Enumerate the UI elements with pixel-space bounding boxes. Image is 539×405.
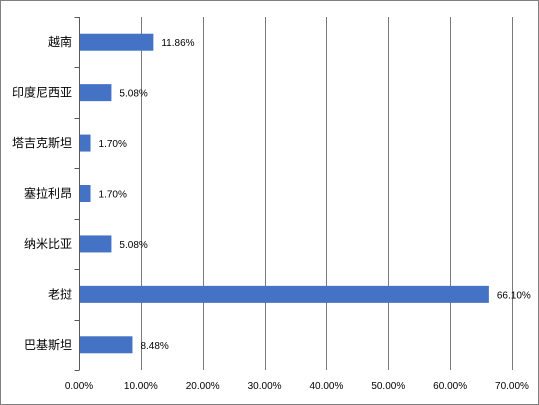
- data-label: 5.08%: [119, 240, 147, 251]
- bar: [80, 336, 133, 354]
- category-label: 纳米比亚: [24, 237, 72, 251]
- x-tick-label: 30.00%: [248, 381, 282, 392]
- data-label: 5.08%: [119, 89, 147, 100]
- bar: [80, 33, 154, 51]
- x-tick-label: 50.00%: [371, 381, 405, 392]
- category-label: 塞拉利昂: [24, 186, 72, 201]
- x-tick-label: 10.00%: [124, 381, 158, 392]
- data-label: 1.70%: [99, 190, 127, 201]
- category-label: 越南: [48, 34, 72, 49]
- bar: [80, 235, 112, 253]
- x-tick-label: 70.00%: [495, 381, 529, 392]
- category-label: 塔吉克斯坦: [12, 136, 72, 150]
- bar: [80, 134, 91, 152]
- x-tick-label: 20.00%: [186, 381, 220, 392]
- x-tick-label: 60.00%: [433, 381, 467, 392]
- bar: [80, 185, 91, 202]
- category-label: 老挝: [48, 287, 72, 301]
- x-tick-label: 0.00%: [65, 381, 93, 392]
- data-label: 66.10%: [497, 290, 531, 301]
- bars: [80, 33, 489, 354]
- data-label: 1.70%: [99, 139, 127, 150]
- category-label: 印度尼西亚: [12, 85, 72, 100]
- data-label: 11.86%: [161, 38, 194, 49]
- axes: [74, 17, 80, 371]
- bar: [80, 285, 489, 303]
- labels: 0.00% 10.00% 20.00% 30.00% 40.00% 50.00% 60.00…: [12, 34, 531, 392]
- category-label: 巴基斯坦: [24, 338, 72, 352]
- data-label: 8.48%: [140, 341, 168, 352]
- grid-lines: [141, 17, 513, 370]
- x-tick-label: 40.00%: [309, 381, 343, 392]
- bar: [80, 84, 112, 102]
